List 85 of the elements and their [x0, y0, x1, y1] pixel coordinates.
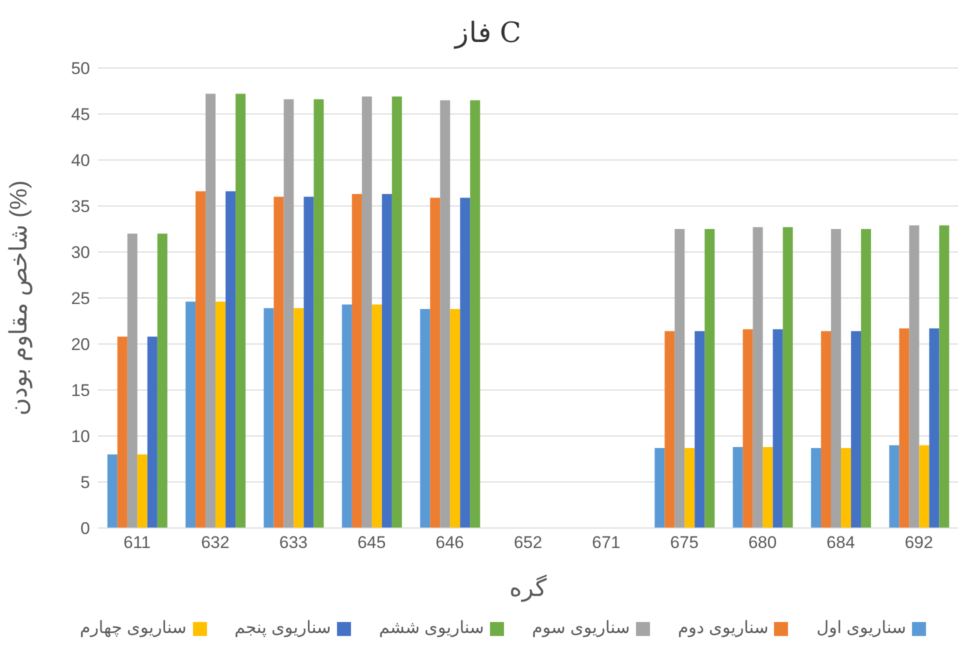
bar: [939, 225, 950, 528]
bar: [450, 309, 460, 528]
bar: [186, 302, 196, 528]
x-tick-label: 692: [904, 533, 934, 552]
x-tick-label: 633: [279, 533, 308, 552]
bar: [470, 100, 480, 528]
y-tick-label: 20: [71, 335, 90, 354]
y-tick-label: 25: [71, 289, 90, 308]
y-tick-label: 10: [71, 427, 90, 446]
y-tick-label: 50: [71, 59, 90, 78]
bar: [342, 304, 352, 528]
bar: [226, 191, 236, 528]
x-tick-label: 684: [826, 533, 855, 552]
bar: [811, 448, 822, 528]
bar: [841, 448, 852, 528]
bar: [440, 100, 450, 528]
x-tick-label: 680: [748, 533, 777, 552]
chart-title: فاز C: [452, 15, 522, 51]
bar: [382, 194, 392, 528]
bar: [127, 234, 138, 528]
legend-label: سناریوی چهارم: [80, 618, 186, 637]
bar: [851, 331, 862, 528]
x-tick-label: 611: [124, 533, 151, 552]
bar: [157, 234, 168, 528]
bar: [147, 336, 158, 528]
bar: [762, 447, 773, 528]
bar: [206, 94, 216, 528]
bar: [909, 225, 920, 528]
bar: [314, 99, 324, 528]
y-axis-title: شاخص مقاوم بودن (%): [6, 180, 33, 416]
y-tick-label: 40: [71, 151, 90, 170]
y-tick-label: 30: [71, 243, 90, 262]
bar: [772, 329, 783, 528]
bar: [732, 447, 743, 528]
bar: [899, 328, 910, 528]
x-tick-label: 632: [201, 533, 230, 552]
bar: [420, 309, 430, 528]
y-tick-label: 45: [71, 105, 90, 124]
x-axis-title: گره: [509, 574, 548, 602]
x-tick-label: 646: [436, 533, 464, 552]
bar: [117, 336, 128, 528]
bar: [654, 448, 665, 528]
bar: [694, 331, 705, 528]
y-tick-label: 0: [80, 519, 90, 538]
bar: [861, 229, 872, 528]
bar: [430, 198, 440, 528]
bar: [216, 302, 226, 528]
bar: [137, 454, 148, 528]
bar: [460, 198, 470, 528]
y-tick-label: 15: [71, 381, 90, 400]
bar: [352, 194, 362, 528]
x-tick-label: 652: [514, 533, 542, 552]
legend-label: سناریوی پنجم: [234, 618, 331, 637]
bar: [889, 445, 900, 528]
bar: [372, 304, 382, 528]
bar: [821, 331, 832, 528]
x-tick-label: 645: [357, 533, 386, 552]
y-tick-label: 35: [71, 197, 90, 216]
bar: [264, 308, 274, 528]
legend-label: سناریوی ششم: [378, 618, 484, 637]
bar: [704, 229, 715, 528]
bar: [236, 94, 246, 528]
legend-label: سناریوی دوم: [678, 618, 768, 637]
bar: [831, 229, 842, 528]
bar: [664, 331, 675, 528]
legend-label: سناریوی اول: [816, 618, 906, 637]
bar: [742, 329, 753, 528]
x-tick-label: 675: [670, 533, 699, 552]
bar: [919, 445, 930, 528]
bar: [284, 99, 294, 528]
bar: [392, 96, 402, 528]
bar: [107, 454, 118, 528]
bar: [752, 227, 763, 528]
bar: [294, 308, 304, 528]
bar: [782, 227, 793, 528]
bar: [274, 196, 284, 528]
bar: [196, 191, 206, 528]
bar: [362, 96, 372, 528]
bar: [684, 448, 695, 528]
bar: [929, 328, 940, 528]
y-tick-label: 5: [80, 473, 90, 492]
bar: [304, 196, 314, 528]
legend-label: سناریوی سوم: [532, 618, 630, 637]
x-tick-label: 671: [592, 533, 620, 552]
bar: [674, 229, 685, 528]
